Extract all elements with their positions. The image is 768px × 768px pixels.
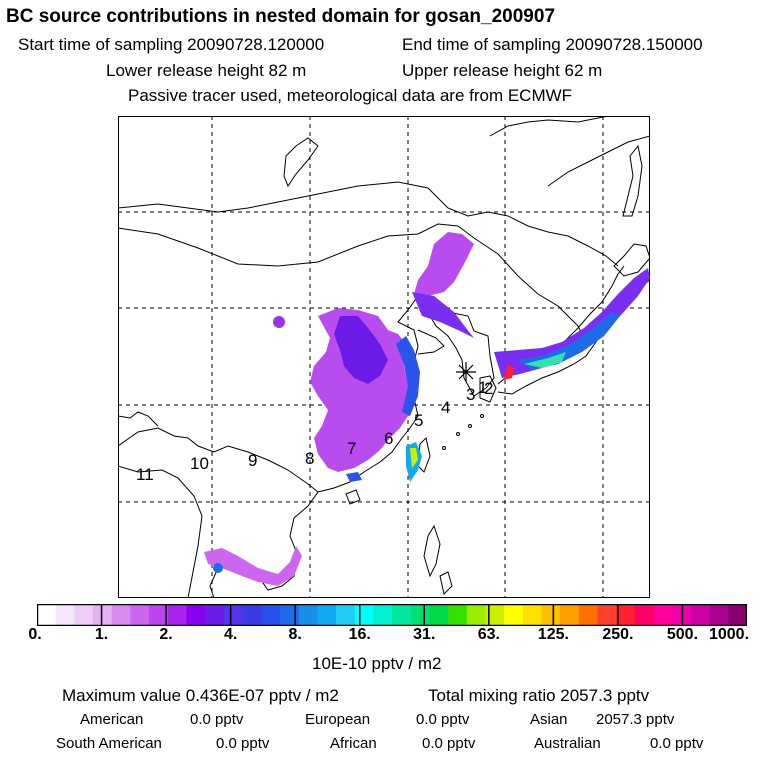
colorbar-tick-label: 16. [348,626,371,643]
african-label: African [330,735,377,752]
colorbar-cell [205,604,225,626]
total-mixing-ratio: Total mixing ratio 2057.3 pptv [428,686,650,705]
colorbar-cell [429,604,449,626]
south-american-label: South American [56,735,162,752]
colorbar-cell [373,604,393,626]
upper-release-label: Upper release height 62 m [402,61,603,80]
american-label: American [80,711,144,728]
colorbar-tick-label: 2. [159,626,173,643]
colorbar-cell [392,604,412,626]
australian-label: Australian [534,735,601,752]
trajectory-label-1: 1 [478,378,487,397]
graticule [118,116,650,598]
colorbar-cell [466,604,487,626]
colorbar-units: 10E-10 pptv / m2 [312,654,442,673]
colorbar-tick-label: 125. [537,626,569,643]
colorbar-cell [634,604,655,626]
asian-value: 2057.3 pptv [596,711,675,728]
coastlines [118,116,650,598]
colorbar-cell [709,604,729,626]
source-contribution-map: 1 2 3 4 5 6 7 8 9 10 11 [118,116,650,598]
trajectory-labels: 1 2 3 4 5 6 7 8 9 10 11 [136,378,493,484]
colorbar-cell [186,604,206,626]
colorbar-tick-label: 4. [223,626,238,643]
end-time-label: End time of sampling 20090728.150000 [402,35,703,54]
european-label: European [305,711,371,728]
trajectory-label-8: 8 [305,449,314,468]
colorbar-cell [149,604,169,626]
colorbar-cell [690,604,711,626]
trajectory-label-3: 3 [466,385,475,404]
tracer-note: Passive tracer used, meteorological data… [128,86,573,105]
trajectory-label-5: 5 [414,411,423,430]
trajectory-label-7: 7 [347,439,356,458]
african-value: 0.0 pptv [422,735,476,752]
colorbar-tick-label: 31. [413,626,436,643]
colorbar-cell [93,604,113,626]
colorbar-cell [410,604,430,626]
colorbar-cell [223,604,244,626]
colorbar-cell [597,604,617,626]
trajectory-label-9: 9 [248,451,257,470]
colorbar-tick-label: 1. [94,626,109,643]
colorbar-cell [111,604,132,626]
colorbar-cell [354,604,374,626]
colorbar-cell [242,604,262,626]
colorbar-cell [616,604,636,626]
colorbar-cell [522,604,543,626]
trajectory-label-10: 10 [190,454,209,473]
colorbar-cell [298,604,318,626]
receptor-site-marker [456,362,476,382]
american-value: 0.0 pptv [190,711,244,728]
colorbar-cell [728,604,747,626]
colorbar-cell [541,604,561,626]
trajectory-label-11: 11 [136,465,154,484]
asian-label: Asian [530,711,568,728]
concentration-footprint [204,232,650,586]
colorbar-cell [485,604,505,626]
colorbar-cell [130,604,150,626]
australian-value: 0.0 pptv [650,735,704,752]
colorbar-cell [74,604,94,626]
plot-title: BC source contributions in nested domain… [6,6,556,27]
colorbar-cell [317,604,337,626]
colorbar-tick-label: 250. [602,626,634,643]
trajectory-label-6: 6 [384,429,393,448]
colorbar-cell [578,604,599,626]
colorbar-cell [55,604,75,626]
colorbar-cell [279,604,300,626]
lower-release-label: Lower release height 82 m [106,61,307,80]
start-time-label: Start time of sampling 20090728.120000 [18,35,325,54]
colorbar-cell [448,604,468,626]
maximum-value: Maximum value 0.436E-07 pptv / m2 [62,686,339,705]
colorbar-cell [37,604,57,626]
trajectory-label-2: 2 [484,379,493,398]
colorbar-cell [504,604,524,626]
colorbar-cell [261,604,281,626]
colorbar-tick-label: 63. [477,626,500,643]
colorbar-cell [653,604,673,626]
colorbar-tick-label: 0. [28,626,42,643]
colorbar [37,604,747,626]
trajectory-label-4: 4 [441,398,450,417]
colorbar-tick-label: 8. [288,626,302,643]
colorbar-tick-label: 1000. [708,626,750,643]
colorbar-cell [560,604,580,626]
european-value: 0.0 pptv [416,711,470,728]
colorbar-tick-label: 500. [666,626,699,643]
colorbar-cell [167,604,188,626]
south-american-value: 0.0 pptv [216,735,270,752]
colorbar-cell [335,604,356,626]
